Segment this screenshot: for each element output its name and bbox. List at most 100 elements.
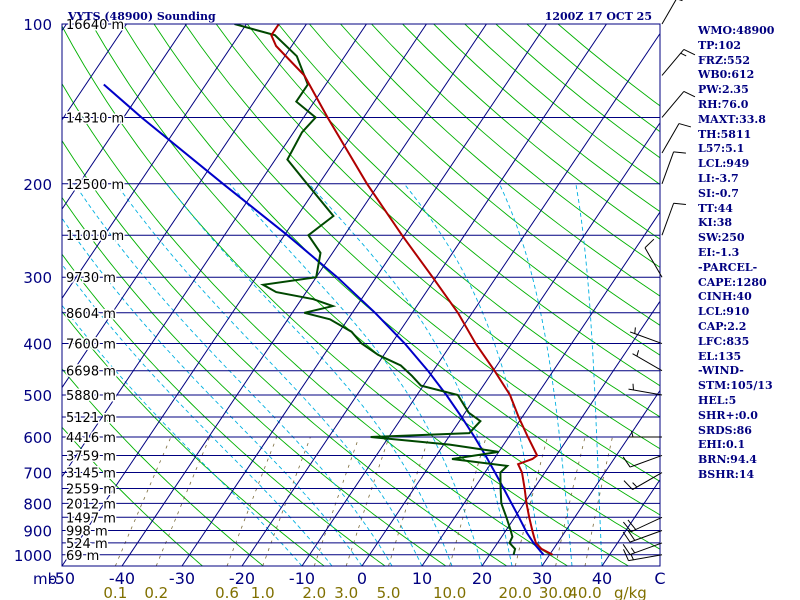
temperature-tick-label: -10 bbox=[289, 569, 315, 588]
chart-time: 1200Z 17 OCT 25 bbox=[545, 10, 652, 23]
dry-adiabat bbox=[62, 253, 386, 566]
mixing-ratio-line bbox=[449, 436, 487, 566]
height-label: 69 m bbox=[66, 549, 99, 564]
index-item: PW:2.35 bbox=[698, 83, 749, 97]
index-item: TH:5811 bbox=[698, 127, 752, 141]
moist-adiabat bbox=[62, 263, 333, 566]
temperature-tick-label: -20 bbox=[229, 569, 255, 588]
isotherm bbox=[62, 24, 127, 121]
height-label: 12500 m bbox=[66, 178, 124, 193]
wind-barb bbox=[628, 430, 662, 438]
isotherm bbox=[62, 24, 427, 566]
isotherm bbox=[62, 24, 187, 210]
wind-barb bbox=[661, 0, 683, 25]
mixing-ratio-label: 0.6 bbox=[215, 584, 239, 600]
temperature-tick-label: -50 bbox=[49, 569, 75, 588]
wind-barb bbox=[623, 516, 663, 533]
temperature-tick-label: 10 bbox=[412, 569, 432, 588]
index-item: SHR+:0.0 bbox=[698, 408, 758, 422]
pressure-unit-label: mb bbox=[33, 570, 57, 588]
index-item: HEL:5 bbox=[698, 393, 737, 407]
pressure-label: 900 bbox=[23, 522, 52, 540]
temperature-labels: -50 -40 -30 -20 -10 0 10 20 30 40 bbox=[49, 569, 612, 588]
dry-adiabat bbox=[62, 426, 203, 566]
wind-barb bbox=[628, 383, 663, 396]
chart-title: VYTS (48900) Sounding bbox=[67, 10, 216, 23]
mixing-ratio-line bbox=[388, 436, 430, 566]
isotherm bbox=[62, 24, 307, 389]
index-item: LCL:910 bbox=[698, 305, 750, 319]
wind-barbs bbox=[622, 0, 696, 562]
wind-barb bbox=[661, 151, 686, 184]
index-item: MAXT:33.8 bbox=[698, 112, 766, 126]
index-item: RH:76.0 bbox=[698, 97, 749, 111]
index-item: SRDS:86 bbox=[698, 423, 752, 437]
dry-adiabat bbox=[340, 24, 660, 297]
height-label: 524 m bbox=[66, 537, 108, 552]
isotherms bbox=[0, 24, 660, 566]
index-item: CINH:40 bbox=[698, 290, 752, 304]
isotherm bbox=[0, 24, 6, 566]
pressure-label: 500 bbox=[23, 387, 52, 405]
height-label: 8604 m bbox=[66, 307, 116, 322]
pressure-label: 400 bbox=[23, 336, 52, 354]
wind-barb bbox=[661, 202, 686, 236]
dewpoint-trace bbox=[234, 24, 517, 556]
isotherm bbox=[481, 300, 660, 566]
mixing-ratio-line bbox=[262, 436, 311, 566]
pressure-label: 100 bbox=[23, 16, 52, 34]
background-lines bbox=[62, 24, 660, 566]
dry-adiabat bbox=[62, 25, 629, 566]
wind-barb bbox=[623, 549, 663, 562]
pressure-label: 300 bbox=[23, 269, 52, 287]
isotherm bbox=[181, 24, 547, 566]
moist-adiabat bbox=[74, 183, 393, 566]
wind-barb bbox=[661, 90, 696, 118]
dry-adiabat bbox=[184, 24, 660, 450]
moist-adiabat bbox=[115, 183, 423, 566]
isotherm bbox=[62, 24, 247, 300]
dry-adiabat bbox=[309, 24, 660, 326]
mixing-ratio-label: 30.0 bbox=[539, 584, 572, 600]
height-label: 4416 m bbox=[66, 431, 116, 446]
dry-adiabat bbox=[122, 24, 660, 516]
sounding-profiles bbox=[103, 24, 554, 556]
mixing-ratio-line bbox=[584, 436, 613, 566]
isotherm bbox=[241, 24, 607, 566]
mixing-ratio-label: 5.0 bbox=[377, 584, 401, 600]
dry-adiabat bbox=[62, 82, 568, 566]
height-label: 9730 m bbox=[66, 271, 116, 286]
index-item: -PARCEL- bbox=[698, 260, 758, 274]
isotherm bbox=[541, 389, 660, 566]
mixing-ratio-line bbox=[345, 436, 390, 566]
temperature-tick-label: 20 bbox=[472, 569, 492, 588]
mixing-ratio-label: 20.0 bbox=[499, 584, 532, 600]
temperature-trace bbox=[270, 24, 554, 556]
dry-adiabat bbox=[91, 24, 660, 550]
plot-frame bbox=[61, 23, 661, 567]
mixing-ratio-line bbox=[514, 436, 548, 566]
mixing-ratio-unit-label: g/kg bbox=[614, 584, 647, 600]
isotherm bbox=[62, 24, 367, 478]
height-label: 14310 m bbox=[66, 111, 124, 126]
mixing-ratio-line bbox=[114, 436, 172, 566]
height-label: 5121 m bbox=[66, 411, 116, 426]
pressure-label: 1000 bbox=[14, 547, 52, 565]
isobars bbox=[62, 23, 660, 556]
mixing-ratio-label: 10.0 bbox=[433, 584, 466, 600]
dry-adiabat bbox=[215, 24, 660, 418]
mixing-ratio-label: 2.0 bbox=[302, 584, 326, 600]
height-label: 2012 m bbox=[66, 497, 116, 512]
temperature-unit-label: C bbox=[654, 569, 665, 588]
wind-barb bbox=[661, 123, 692, 154]
height-label: 5880 m bbox=[66, 389, 116, 404]
dry-adiabat bbox=[62, 368, 264, 566]
index-item: TP:102 bbox=[698, 38, 742, 52]
pressure-label: 600 bbox=[23, 429, 52, 447]
height-label: 3759 m bbox=[66, 449, 116, 464]
index-item: LI:-3.7 bbox=[698, 171, 739, 185]
index-item: BSHR:14 bbox=[698, 467, 755, 481]
pressure-label: 200 bbox=[23, 176, 52, 194]
isotherm bbox=[361, 121, 660, 566]
